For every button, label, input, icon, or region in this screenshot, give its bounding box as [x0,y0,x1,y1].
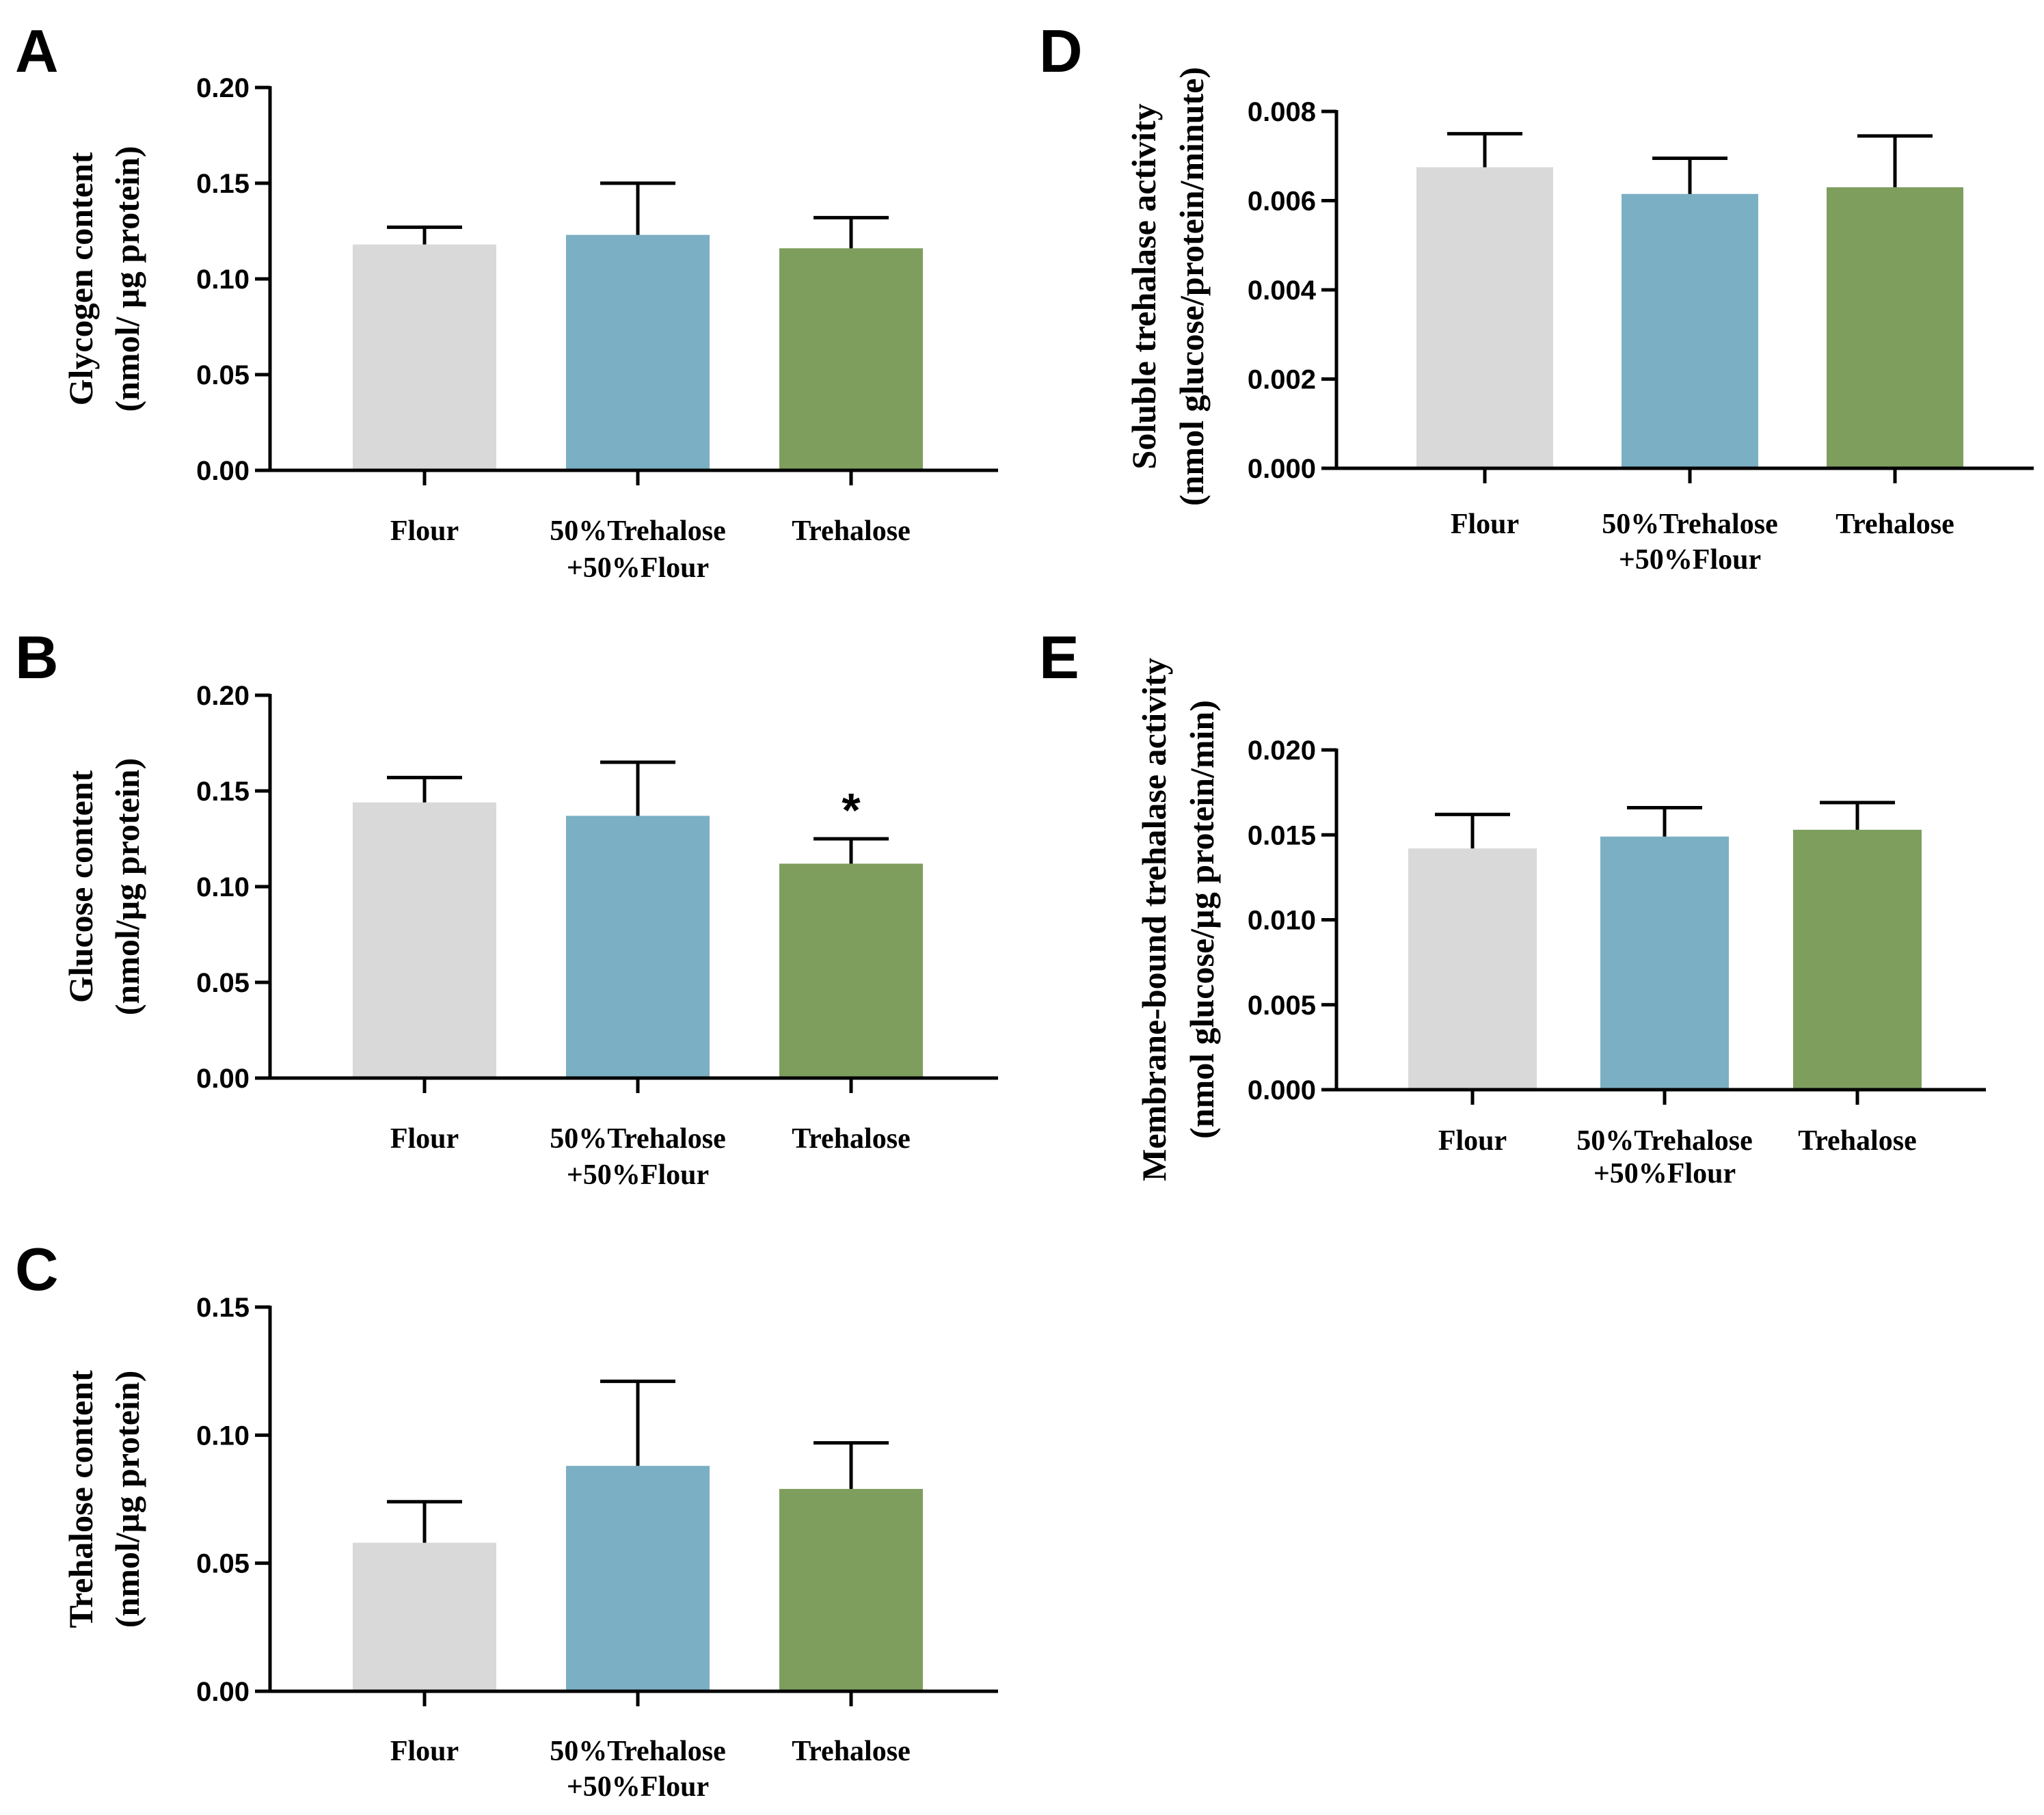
y-tick-label: 0.000 [1248,1075,1316,1105]
y-tick-label: 0.10 [196,265,250,295]
y-tick-label: 0.020 [1248,736,1316,766]
y-tick-label: 0.20 [196,73,250,103]
bar [353,244,496,470]
panel-e: E Flour 50%Trehalose+50%Flour Trehalose 0.00… [1039,623,1986,1189]
panel-letter: A [15,17,59,85]
panel-letter: B [15,623,59,691]
category-label: 50%Trehalose [550,1736,725,1767]
category-label: +50%Flour [567,552,709,584]
bar [1622,193,1758,468]
bar [566,1466,710,1691]
y-axis-label: (nmol/µg protein) [108,1371,146,1628]
bar [1600,836,1729,1090]
y-tick-label: 0.000 [1248,454,1316,484]
y-tick-label: 0.00 [196,1677,250,1707]
category-label: Flour [390,515,459,547]
y-tick-label: 0.15 [196,777,250,807]
y-tick-label: 0.008 [1248,97,1316,127]
bar [566,816,710,1078]
category-label: Trehalose [1798,1125,1916,1157]
category-label: Trehalose [792,1736,910,1767]
y-tick-label: 0.015 [1248,820,1316,850]
bar [779,1489,923,1691]
y-axis-label: (nmol/ µg protein) [108,146,146,412]
category-label: +50%Flour [1593,1158,1736,1189]
y-axis-label: (nmol glucose/protein/minute) [1172,67,1211,506]
y-tick-label: 0.006 [1248,187,1316,217]
panel-letter: E [1039,623,1079,691]
category-label: +50%Flour [1619,544,1761,576]
bar [353,1542,496,1691]
category-label: +50%Flour [567,1771,709,1803]
y-tick-label: 0.05 [196,1549,250,1579]
y-tick-label: 0.10 [196,872,250,902]
panel-b: B Flour 50%Trehalose +50%Flour * Trehalose 0.0… [15,623,998,1191]
category-label: 50%Trehalose [1602,509,1777,540]
category-label: 50%Trehalose [550,515,725,547]
category-label: +50%Flour [567,1159,709,1191]
panel-c: C Flour 50%Trehalose +50%Flour Trehalose 0.00… [15,1235,998,1803]
bar [353,802,496,1078]
category-label: Trehalose [792,515,910,547]
panel-a: A Flour 50%Trehalose +50%Flour Trehalose 0.00… [15,17,998,584]
y-axis-label: (nmol/µg protein) [108,758,146,1016]
y-tick-label: 0.004 [1248,275,1317,306]
y-axis-label: (nmol glucose/µg protein/min) [1183,700,1221,1139]
y-tick-label: 0.20 [196,681,250,711]
y-tick-label: 0.05 [196,968,250,998]
y-tick-label: 0.15 [196,169,250,199]
panel-d: D Flour 50%Trehalose +50%Flour Trehalose 0.00… [1039,17,2034,576]
y-tick-label: 0.00 [196,1064,250,1094]
bar [566,234,710,470]
y-tick-label: 0.15 [196,1293,250,1323]
y-tick-label: 0.05 [196,360,250,390]
panel-letter: C [15,1235,59,1303]
category-label: Flour [390,1123,459,1155]
bar [1408,848,1537,1090]
category-label: Flour [1451,509,1519,540]
y-tick-label: 0.010 [1248,906,1316,936]
category-label: 50%Trehalose [1576,1125,1752,1157]
significance-marker: * [842,783,861,837]
category-label: 50%Trehalose [550,1123,725,1155]
y-axis-label: Glucose content [62,770,100,1004]
bar [779,248,923,470]
category-label: Trehalose [1835,509,1954,540]
category-label: Flour [1438,1125,1507,1157]
y-tick-label: 0.002 [1248,365,1316,395]
y-axis-label: Trehalose content [62,1370,100,1628]
bar [779,863,923,1078]
y-tick-label: 0.00 [196,456,250,486]
y-tick-label: 0.10 [196,1421,250,1451]
y-tick-label: 0.005 [1248,991,1316,1021]
y-axis-label: Glycogen content [62,152,100,405]
bar [1827,187,1963,468]
category-label: Flour [390,1736,459,1767]
panel-letter: D [1039,17,1083,85]
y-axis-label: Soluble trehalase activity [1125,103,1163,469]
bar [1793,829,1922,1090]
y-axis-label: Membrane-bound trehalase activity [1135,658,1173,1181]
category-label: Trehalose [792,1123,910,1155]
bar [1416,167,1553,468]
